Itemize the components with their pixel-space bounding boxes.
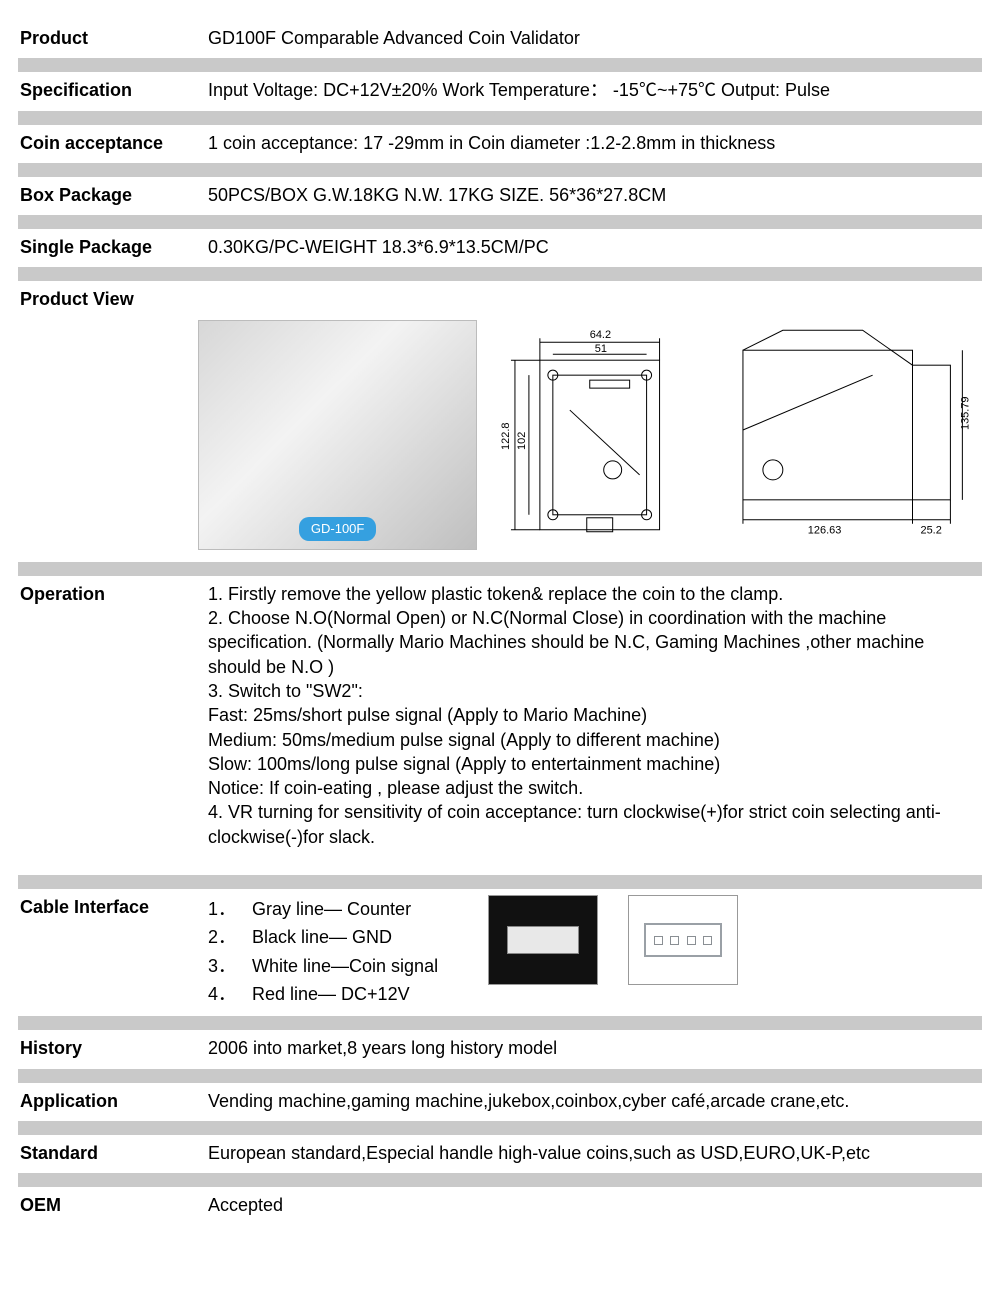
value-history: 2006 into market,8 years long history mo… bbox=[198, 1036, 982, 1060]
row-application: Application Vending machine,gaming machi… bbox=[18, 1083, 982, 1121]
separator bbox=[18, 163, 982, 177]
row-standard: Standard European standard,Especial hand… bbox=[18, 1135, 982, 1173]
cable-line: 2．Black line— GND bbox=[208, 923, 468, 951]
drawing-front: 64.2 51 122.8 102 bbox=[495, 320, 704, 550]
label-single-package: Single Package bbox=[18, 235, 198, 259]
label-oem: OEM bbox=[18, 1193, 198, 1217]
cable-line: 3．White line—Coin signal bbox=[208, 952, 468, 980]
value-oem: Accepted bbox=[198, 1193, 982, 1217]
connector-light bbox=[628, 895, 738, 985]
dim-w-inner: 51 bbox=[595, 343, 607, 355]
label-coin-acceptance: Coin acceptance bbox=[18, 131, 198, 155]
row-operation: Operation 1. Firstly remove the yellow p… bbox=[18, 576, 982, 857]
row-specification: Specification Input Voltage: DC+12V±20% … bbox=[18, 72, 982, 110]
drawing-side: 135.79 126.63 25.2 bbox=[723, 320, 982, 550]
product-badge: GD-100F bbox=[299, 517, 376, 541]
value-operation: 1. Firstly remove the yellow plastic tok… bbox=[198, 582, 982, 849]
value-single-package: 0.30KG/PC-WEIGHT 18.3*6.9*13.5CM/PC bbox=[198, 235, 982, 259]
separator bbox=[18, 562, 982, 576]
cable-line: 4．Red line— DC+12V bbox=[208, 980, 468, 1008]
value-specification: Input Voltage: DC+12V±20% Work Temperatu… bbox=[198, 78, 982, 102]
label-application: Application bbox=[18, 1089, 198, 1113]
connector-dark bbox=[488, 895, 598, 985]
product-photo: GD-100F bbox=[198, 320, 477, 550]
row-oem: OEM Accepted bbox=[18, 1187, 982, 1225]
label-box-package: Box Package bbox=[18, 183, 198, 207]
label-product: Product bbox=[18, 26, 198, 50]
row-product: Product GD100F Comparable Advanced Coin … bbox=[18, 20, 982, 58]
row-box-package: Box Package 50PCS/BOX G.W.18KG N.W. 17KG… bbox=[18, 177, 982, 215]
row-coin-acceptance: Coin acceptance 1 coin acceptance: 17 -2… bbox=[18, 125, 982, 163]
dim-side-w: 126.63 bbox=[807, 525, 841, 537]
cable-line: 1．Gray line— Counter bbox=[208, 895, 468, 923]
separator bbox=[18, 1069, 982, 1083]
dim-h-outer: 122.8 bbox=[500, 422, 512, 449]
separator bbox=[18, 1016, 982, 1030]
value-standard: European standard,Especial handle high-v… bbox=[198, 1141, 982, 1165]
label-standard: Standard bbox=[18, 1141, 198, 1165]
separator bbox=[18, 111, 982, 125]
spec-sheet: Product GD100F Comparable Advanced Coin … bbox=[0, 0, 1000, 1255]
separator bbox=[18, 267, 982, 281]
product-view-images: GD-100F 64.2 51 122.8 bbox=[18, 314, 982, 562]
dim-h-inner: 102 bbox=[516, 431, 528, 449]
value-product: GD100F Comparable Advanced Coin Validato… bbox=[198, 26, 982, 50]
row-history: History 2006 into market,8 years long hi… bbox=[18, 1030, 982, 1068]
dim-w-outer: 64.2 bbox=[590, 329, 611, 341]
label-product-view: Product View bbox=[18, 287, 198, 311]
dim-side-h: 135.79 bbox=[959, 396, 971, 430]
label-operation: Operation bbox=[18, 582, 198, 606]
row-single-package: Single Package 0.30KG/PC-WEIGHT 18.3*6.9… bbox=[18, 229, 982, 267]
separator bbox=[18, 1121, 982, 1135]
connector-images bbox=[488, 895, 738, 985]
row-cable-interface: Cable Interface 1．Gray line— Counter 2．B… bbox=[18, 889, 982, 1016]
value-application: Vending machine,gaming machine,jukebox,c… bbox=[198, 1089, 982, 1113]
separator bbox=[18, 1173, 982, 1187]
row-product-view: Product View bbox=[18, 281, 982, 313]
label-history: History bbox=[18, 1036, 198, 1060]
separator bbox=[18, 58, 982, 72]
label-specification: Specification bbox=[18, 78, 198, 102]
value-coin-acceptance: 1 coin acceptance: 17 -29mm in Coin diam… bbox=[198, 131, 982, 155]
cable-list: 1．Gray line— Counter 2．Black line— GND 3… bbox=[198, 895, 468, 1008]
separator bbox=[18, 875, 982, 889]
value-box-package: 50PCS/BOX G.W.18KG N.W. 17KG SIZE. 56*36… bbox=[198, 183, 982, 207]
separator bbox=[18, 215, 982, 229]
label-cable-interface: Cable Interface bbox=[18, 895, 198, 919]
dim-side-w2: 25.2 bbox=[920, 525, 941, 537]
